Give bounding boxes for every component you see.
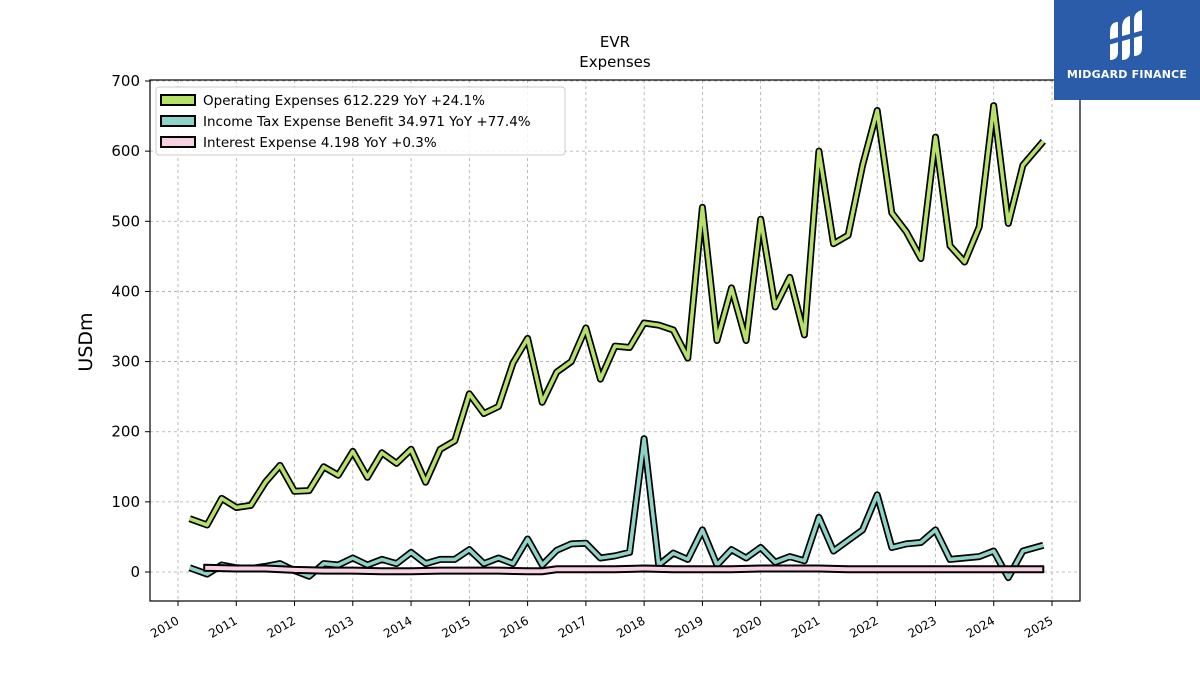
legend-swatch-operating-expenses: [160, 94, 196, 106]
x-tick-label: 2016: [498, 613, 531, 640]
brand-name: MIDGARD FINANCE: [1066, 68, 1188, 81]
x-tick-label: 2014: [381, 613, 414, 640]
line-operating-expenses: [189, 103, 1045, 527]
x-tick-label: 2021: [789, 613, 822, 640]
legend-swatch-interest-expense: [160, 136, 196, 148]
series-income-tax-expense-benefit: [188, 435, 1045, 582]
y-tick-label: 100: [111, 493, 140, 511]
legend-label-income-tax-expense-benefit: Income Tax Expense Benefit 34.971 YoY +7…: [203, 114, 531, 130]
legend: Operating Expenses 612.229 YoY +24.1% Inc…: [155, 86, 566, 156]
brand-logo: MIDGARD FINANCE: [1054, 0, 1200, 100]
x-tick-label: 2012: [265, 613, 298, 640]
x-tick-label: 2023: [906, 613, 939, 640]
y-tick-label: 200: [111, 423, 140, 441]
x-tick-label: 2022: [847, 613, 880, 640]
chart-title: EVR: [600, 33, 630, 51]
y-tick-label: 600: [111, 142, 140, 160]
line-income-tax-expense-benefit: [189, 436, 1044, 580]
midgard-logo-icon: [1108, 10, 1144, 60]
line-outline-operating-expenses: [188, 102, 1046, 529]
x-tick-label: 2024: [964, 613, 997, 640]
x-tick-label: 2015: [439, 613, 472, 640]
x-tick-label: 2017: [556, 613, 589, 640]
y-tick-label: 300: [111, 353, 140, 371]
y-tick-label: 500: [111, 212, 140, 230]
legend-box: [155, 86, 566, 156]
series-operating-expenses: [188, 102, 1046, 529]
series-lines: [188, 102, 1046, 582]
x-tick-label: 2020: [731, 613, 764, 640]
y-tick-label: 400: [111, 282, 140, 300]
y-axis-label: USDm: [75, 312, 97, 371]
y-tick-label: 0: [130, 563, 140, 581]
legend-swatch-income-tax-expense-benefit: [160, 115, 196, 127]
x-tick-label: 2013: [323, 613, 356, 640]
grid-lines: [150, 80, 1080, 601]
legend-label-interest-expense: Interest Expense 4.198 YoY +0.3%: [203, 135, 437, 151]
chart-subtitle: Expenses: [579, 53, 651, 71]
x-tick-label: 2010: [148, 613, 181, 640]
axes: 0 100 200 300 400 500 600 700 2010 2011 2012 2013 20…: [111, 72, 1055, 641]
y-tick-label: 700: [111, 72, 140, 90]
x-tick-label: 2019: [672, 613, 705, 640]
x-tick-label: 2018: [614, 613, 647, 640]
x-tick-label: 2025: [1022, 613, 1055, 640]
x-tick-label: 2011: [206, 613, 239, 640]
plot-frame: [149, 79, 1081, 602]
legend-label-operating-expenses: Operating Expenses 612.229 YoY +24.1%: [203, 93, 485, 109]
line-interest-expense: [203, 563, 1045, 576]
series-interest-expense: [203, 563, 1045, 576]
